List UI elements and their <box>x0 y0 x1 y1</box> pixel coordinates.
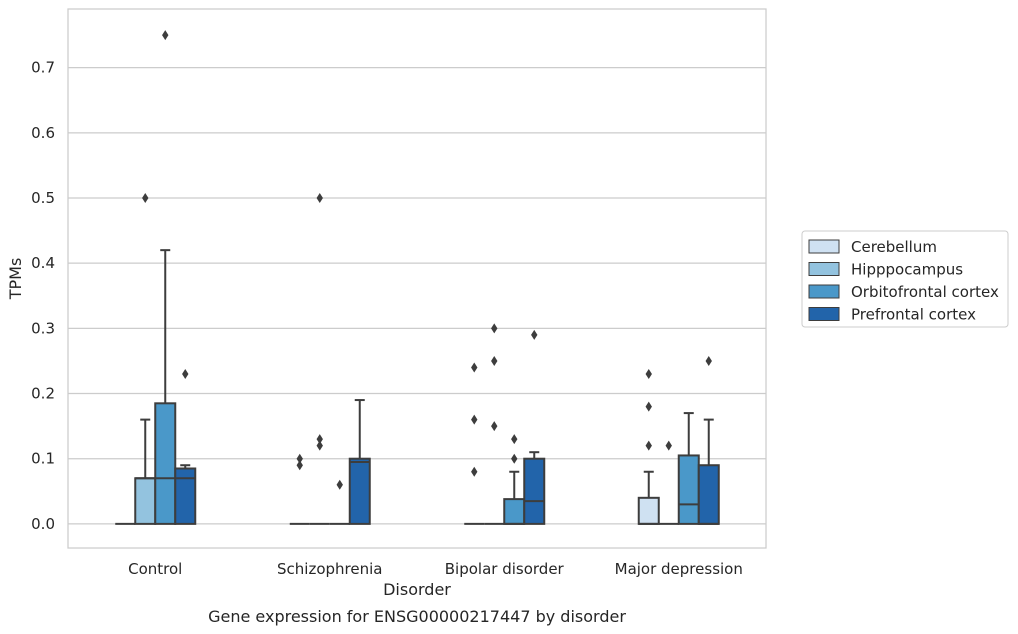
box-body <box>523 457 546 525</box>
box-body <box>154 402 177 525</box>
outlier-point <box>296 460 303 471</box>
outlier-point <box>162 30 169 41</box>
x-tick-labels: Control Schizophrenia Bipolar disorder Majo… <box>128 560 743 578</box>
box-0-2 <box>154 30 177 525</box>
legend-item: Prefrontal cortex <box>808 306 976 324</box>
outlier-point <box>531 329 538 340</box>
x-tick-label: Control <box>128 560 182 578</box>
y-tick-label: 0.7 <box>31 59 55 77</box>
y-tick-label: 0.2 <box>31 385 55 403</box>
box-1-0 <box>289 453 310 525</box>
x-tick-label: Major depression <box>615 560 743 578</box>
box-body <box>503 498 526 525</box>
plot-frame <box>67 8 767 549</box>
box-1-3 <box>348 399 371 525</box>
y-tick-label: 0.1 <box>31 450 55 468</box>
x-tick-label: Schizophrenia <box>277 560 382 578</box>
box-body <box>697 464 720 525</box>
box-2-3 <box>523 329 546 525</box>
box-2-0 <box>464 362 485 525</box>
box-2-1 <box>484 323 505 525</box>
outlier-point <box>471 466 478 477</box>
outlier-point <box>316 434 323 445</box>
outlier-point <box>705 355 712 366</box>
y-axis-label: TPMs <box>6 258 25 301</box>
legend: Cerebellum Hipppocampus Orbitofrontal cort… <box>801 230 1009 328</box>
legend-label: Orbitofrontal cortex <box>851 283 999 301</box>
outlier-point <box>142 193 149 204</box>
outlier-point <box>471 362 478 373</box>
box-3-0 <box>637 368 660 525</box>
x-axis-label: Disorder <box>383 580 451 599</box>
box-body <box>174 467 197 525</box>
outlier-point <box>645 401 652 412</box>
y-tick-label: 0.5 <box>31 189 55 207</box>
outlier-point <box>491 421 498 432</box>
chart-caption: Gene expression for ENSG00000217447 by d… <box>208 607 626 626</box>
box-3-3 <box>697 355 720 525</box>
outlier-point <box>316 193 323 204</box>
legend-swatch <box>808 307 840 321</box>
box-1-1 <box>309 193 330 525</box>
box-2-2 <box>503 434 526 525</box>
box-1-2 <box>329 479 350 525</box>
outlier-point <box>491 355 498 366</box>
box-3-2 <box>677 412 700 525</box>
box-0-3 <box>174 368 197 525</box>
y-tick-labels: 0.0 0.1 0.2 0.3 0.4 0.5 0.6 0.7 <box>31 59 55 533</box>
outlier-point <box>511 434 518 445</box>
box-0-1 <box>134 193 157 525</box>
plot-boxes <box>115 30 720 525</box>
legend-item: Cerebellum <box>808 238 937 256</box>
outlier-point <box>296 453 303 464</box>
y-tick-label: 0.6 <box>31 124 55 142</box>
legend-item: Orbitofrontal cortex <box>808 283 999 301</box>
outlier-point <box>182 368 189 379</box>
legend-swatch <box>808 262 840 276</box>
outlier-point <box>665 440 672 451</box>
box-body <box>637 496 660 525</box>
outlier-point <box>336 479 343 490</box>
box-body <box>677 454 700 525</box>
outlier-point <box>511 453 518 464</box>
box-body <box>348 457 371 525</box>
box-3-1 <box>658 440 679 525</box>
y-tick-label: 0.0 <box>31 515 55 533</box>
y-tick-label: 0.3 <box>31 319 55 337</box>
legend-label: Hipppocampus <box>851 261 963 279</box>
legend-label: Prefrontal cortex <box>851 306 976 324</box>
legend-swatch <box>808 284 840 299</box>
x-tick-label: Bipolar disorder <box>445 560 565 578</box>
outlier-point <box>645 368 652 379</box>
gridlines <box>68 67 766 525</box>
outlier-point <box>491 323 498 334</box>
outlier-point <box>471 414 478 425</box>
legend-frame <box>801 230 1009 328</box>
box-body <box>134 477 157 525</box>
outlier-point <box>645 440 652 451</box>
legend-label: Cerebellum <box>851 238 937 256</box>
outlier-point <box>316 440 323 451</box>
legend-item: Hipppocampus <box>808 261 963 279</box>
legend-swatch <box>808 239 840 254</box>
y-tick-label: 0.4 <box>31 254 55 272</box>
